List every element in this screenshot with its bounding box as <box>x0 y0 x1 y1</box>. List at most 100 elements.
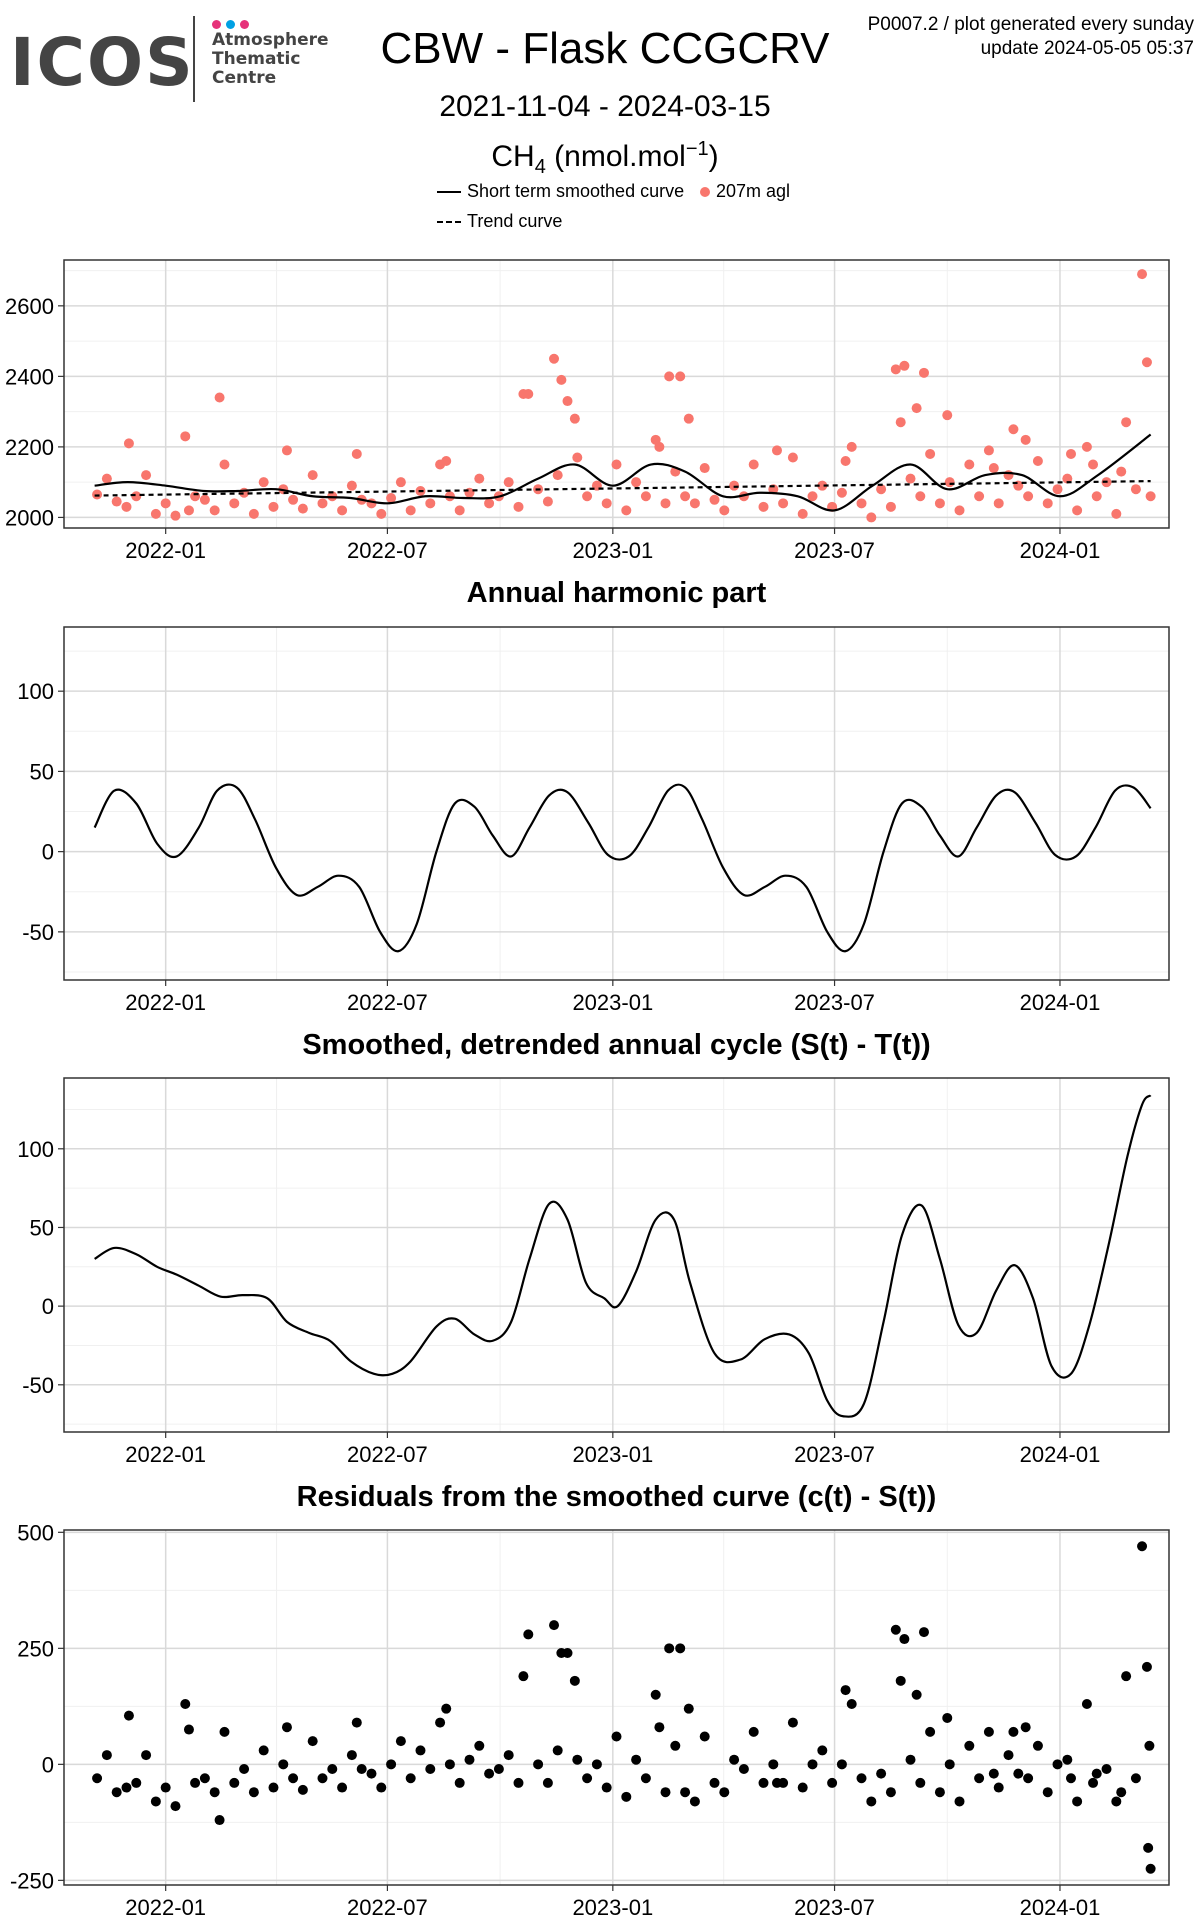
data-point <box>640 491 651 502</box>
data-point <box>1062 1754 1073 1765</box>
data-point <box>771 1777 782 1788</box>
data-point <box>454 505 465 516</box>
data-point <box>918 1627 929 1638</box>
y-tick-label: 100 <box>17 1137 54 1162</box>
data-point <box>180 431 191 442</box>
plot-area <box>94 1094 1152 1418</box>
data-point <box>905 473 916 484</box>
data-point <box>944 477 955 488</box>
data-point <box>552 1745 563 1756</box>
data-point <box>768 1759 779 1770</box>
x-tick-label: 2023-01 <box>572 990 653 1015</box>
data-point <box>748 1726 759 1737</box>
plot-header: ICOS Atmosphere Thematic Centre CBW - Fl… <box>0 0 1200 240</box>
data-point <box>484 498 495 509</box>
legend-trend-label: Trend curve <box>467 211 563 231</box>
data-point <box>934 498 945 509</box>
data-point <box>876 484 887 495</box>
data-point <box>683 1703 694 1714</box>
logo-divider <box>193 16 195 102</box>
data-point <box>797 508 808 519</box>
data-point <box>680 1787 691 1798</box>
data-point <box>611 1731 622 1742</box>
data-point <box>983 1726 994 1737</box>
species-superscript: −1 <box>685 138 709 160</box>
data-point <box>183 505 194 516</box>
data-point <box>1072 1796 1083 1807</box>
data-point <box>866 512 877 523</box>
data-point <box>836 1759 847 1770</box>
x-tick-label: 2023-01 <box>572 1895 653 1920</box>
data-point <box>366 1768 377 1779</box>
data-point <box>248 508 259 519</box>
data-point <box>533 1759 544 1770</box>
panel-border <box>63 259 1170 529</box>
data-point <box>846 1699 857 1710</box>
panel-border <box>63 1077 1170 1433</box>
data-point <box>1141 1661 1152 1672</box>
data-point <box>183 1724 194 1735</box>
data-point <box>895 417 906 428</box>
data-point <box>415 1745 426 1756</box>
data-point <box>405 505 416 516</box>
data-point <box>131 1777 142 1788</box>
data-point <box>885 501 896 512</box>
x-tick-label: 2022-07 <box>347 990 428 1015</box>
data-point <box>675 1643 686 1654</box>
data-point <box>954 505 965 516</box>
data-point <box>876 1768 887 1779</box>
data-point <box>141 1750 152 1761</box>
data-point <box>123 438 134 449</box>
data-point <box>281 445 292 456</box>
logo-subtitle-line: Atmosphere <box>212 30 329 50</box>
data-point <box>170 510 181 521</box>
data-point <box>214 392 225 403</box>
data-point <box>890 1624 901 1635</box>
data-point <box>827 1777 838 1788</box>
y-tick-label: 2400 <box>5 364 54 389</box>
data-point <box>1088 459 1099 470</box>
data-point <box>503 1750 514 1761</box>
y-tick-label: 2600 <box>5 294 54 319</box>
x-tick-label: 2023-07 <box>794 990 875 1015</box>
data-point <box>640 1773 651 1784</box>
data-point <box>689 498 700 509</box>
data-point <box>569 1675 580 1686</box>
data-point <box>846 441 857 452</box>
panel-title: Annual harmonic part <box>467 577 767 609</box>
data-point <box>631 1754 642 1765</box>
data-point <box>582 491 593 502</box>
data-point <box>856 498 867 509</box>
data-point <box>351 448 362 459</box>
data-point <box>621 1791 632 1802</box>
x-tick-label: 2022-01 <box>125 538 206 563</box>
data-point <box>258 1745 269 1756</box>
data-point <box>1111 508 1122 519</box>
generation-info: P0007.2 / plot generated every sunday up… <box>868 13 1194 61</box>
data-point <box>964 459 975 470</box>
data-point <box>899 1634 910 1645</box>
data-point <box>866 1796 877 1807</box>
data-point <box>572 452 583 463</box>
data-point <box>464 487 475 498</box>
data-point <box>1052 1759 1063 1770</box>
trend-curve <box>94 480 1151 497</box>
data-point <box>709 494 720 505</box>
data-point <box>562 396 573 407</box>
data-point <box>709 1777 720 1788</box>
data-point <box>817 480 828 491</box>
data-point <box>101 473 112 484</box>
data-point <box>1144 1740 1155 1751</box>
data-point <box>121 1782 132 1793</box>
update-timestamp: update 2024-05-05 05:37 <box>980 38 1194 59</box>
data-point <box>1008 424 1019 435</box>
legend-smoothed-label: Short term smoothed curve <box>467 181 685 201</box>
data-point <box>376 508 387 519</box>
data-point <box>650 1689 661 1700</box>
data-point <box>209 505 220 516</box>
data-point <box>1020 1722 1031 1733</box>
data-point <box>441 456 452 466</box>
data-point <box>738 1763 749 1774</box>
data-point <box>719 505 730 516</box>
data-point <box>988 463 999 474</box>
